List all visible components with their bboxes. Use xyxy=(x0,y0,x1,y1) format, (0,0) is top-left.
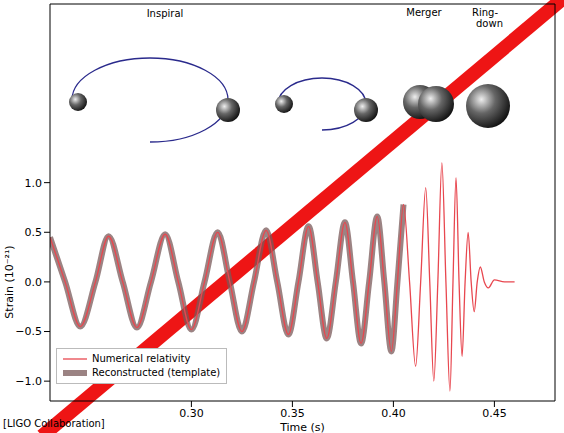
svg-text:Inspiral: Inspiral xyxy=(147,8,184,19)
svg-text:0.40: 0.40 xyxy=(381,407,406,420)
html-text:Numerical relativity: Numerical relativity xyxy=(92,353,191,364)
svg-text:Strain (10⁻²¹): Strain (10⁻²¹) xyxy=(3,245,16,318)
svg-text:0.5: 0.5 xyxy=(25,226,43,239)
svg-text:−0.5: −0.5 xyxy=(15,325,42,338)
svg-text:−1.0: −1.0 xyxy=(15,375,42,388)
svg-text:0.0: 0.0 xyxy=(25,276,43,289)
svg-text:Time (s): Time (s) xyxy=(279,421,325,433)
svg-text:down: down xyxy=(476,18,503,29)
svg-text:0.45: 0.45 xyxy=(482,407,507,420)
svg-text:[LIGO Collaboration]: [LIGO Collaboration] xyxy=(3,418,105,429)
svg-text:0.30: 0.30 xyxy=(179,407,204,420)
html-text:Reconstructed (template): Reconstructed (template) xyxy=(92,367,221,378)
svg-text:1.0: 1.0 xyxy=(25,177,43,190)
svg-text:Merger: Merger xyxy=(406,7,442,18)
svg-text:Ring-: Ring- xyxy=(472,7,498,18)
svg-text:0.35: 0.35 xyxy=(280,407,305,420)
